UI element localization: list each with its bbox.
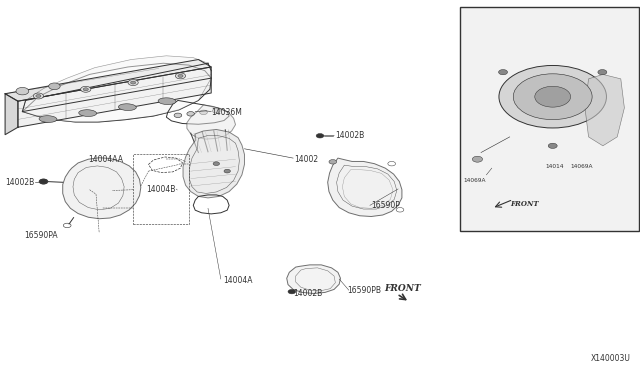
Circle shape <box>598 70 607 75</box>
Circle shape <box>513 74 592 120</box>
Ellipse shape <box>158 98 176 105</box>
Text: 14002B: 14002B <box>5 178 35 187</box>
Polygon shape <box>5 94 18 135</box>
Circle shape <box>39 179 48 184</box>
Polygon shape <box>460 7 639 231</box>
Circle shape <box>131 81 136 84</box>
Text: 14004AA: 14004AA <box>88 155 124 164</box>
Polygon shape <box>63 158 141 219</box>
Ellipse shape <box>79 110 97 116</box>
Circle shape <box>548 143 557 148</box>
Circle shape <box>224 169 230 173</box>
Text: 14002: 14002 <box>294 155 319 164</box>
Circle shape <box>499 70 508 75</box>
Polygon shape <box>287 265 340 294</box>
Polygon shape <box>328 158 402 217</box>
Polygon shape <box>585 74 625 146</box>
Polygon shape <box>187 105 236 139</box>
Circle shape <box>178 74 183 77</box>
Circle shape <box>288 289 296 294</box>
Polygon shape <box>22 56 211 122</box>
Circle shape <box>175 73 186 79</box>
Circle shape <box>535 86 571 107</box>
Circle shape <box>16 87 29 95</box>
Circle shape <box>316 134 324 138</box>
Circle shape <box>472 156 483 162</box>
Circle shape <box>128 80 138 86</box>
Text: 16590PA: 16590PA <box>24 231 58 240</box>
Circle shape <box>174 113 182 118</box>
Circle shape <box>83 88 88 91</box>
Text: 14069A: 14069A <box>571 164 593 169</box>
Text: FRONT: FRONT <box>509 200 538 208</box>
Circle shape <box>81 86 91 92</box>
Text: 14004A: 14004A <box>223 276 252 285</box>
Text: FRONT: FRONT <box>384 284 420 293</box>
Text: 14004B: 14004B <box>146 185 175 194</box>
Circle shape <box>213 162 220 166</box>
Text: 14002B: 14002B <box>293 289 323 298</box>
Text: 16590PB: 16590PB <box>347 286 381 295</box>
Text: 14036M: 14036M <box>211 108 242 117</box>
Polygon shape <box>5 60 211 101</box>
Text: 16590P: 16590P <box>371 201 400 210</box>
Text: 14002B: 14002B <box>335 131 365 140</box>
Circle shape <box>329 160 337 164</box>
Text: 14069A: 14069A <box>463 177 486 183</box>
Ellipse shape <box>39 116 57 122</box>
Circle shape <box>200 110 207 115</box>
Polygon shape <box>18 67 211 127</box>
Circle shape <box>49 83 60 90</box>
Circle shape <box>187 112 195 116</box>
Circle shape <box>36 94 41 97</box>
Circle shape <box>33 93 44 99</box>
Ellipse shape <box>118 104 136 110</box>
Circle shape <box>40 179 47 184</box>
Text: 14014: 14014 <box>545 164 564 169</box>
Text: X140003U: X140003U <box>591 354 630 363</box>
Polygon shape <box>183 129 244 198</box>
Circle shape <box>212 109 220 113</box>
Circle shape <box>499 65 607 128</box>
